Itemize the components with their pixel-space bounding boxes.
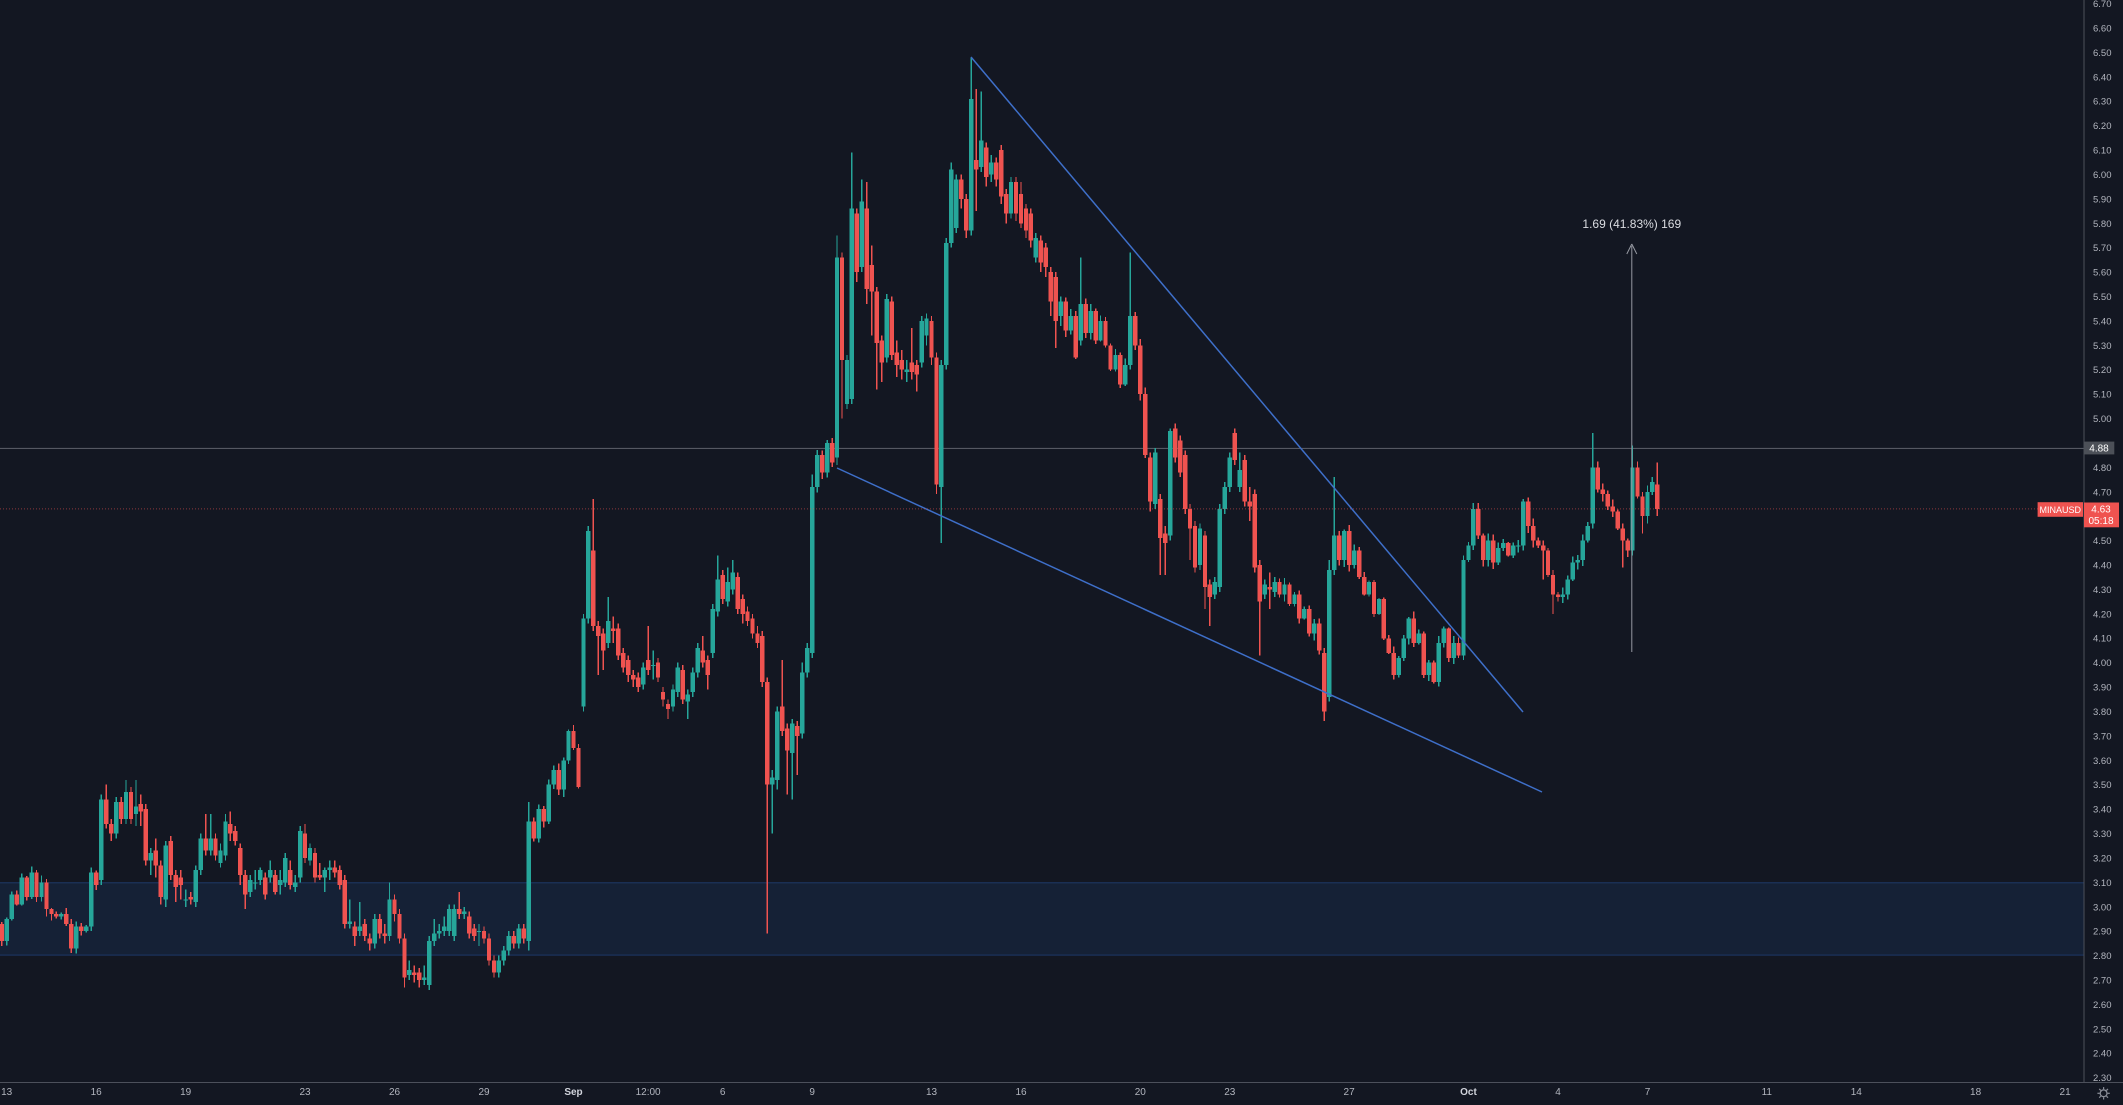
- svg-text:11: 11: [1762, 1087, 1773, 1098]
- svg-text:4: 4: [1555, 1087, 1561, 1098]
- svg-text:3.40: 3.40: [2093, 805, 2112, 816]
- svg-text:Oct: Oct: [1460, 1087, 1477, 1098]
- svg-text:3.90: 3.90: [2093, 683, 2112, 694]
- svg-text:2.30: 2.30: [2093, 1073, 2112, 1084]
- svg-text:2.80: 2.80: [2093, 951, 2112, 962]
- svg-text:23: 23: [1224, 1087, 1236, 1098]
- svg-text:20: 20: [1135, 1087, 1147, 1098]
- svg-text:1.69 (41.83%) 169: 1.69 (41.83%) 169: [1582, 217, 1681, 231]
- svg-text:23: 23: [299, 1087, 311, 1098]
- svg-text:Sep: Sep: [564, 1087, 582, 1098]
- svg-text:4.80: 4.80: [2093, 463, 2112, 474]
- svg-text:6.40: 6.40: [2093, 72, 2112, 83]
- svg-text:6: 6: [720, 1087, 726, 1098]
- svg-text:2.60: 2.60: [2093, 1000, 2112, 1011]
- svg-text:5.70: 5.70: [2093, 243, 2112, 254]
- svg-text:4.50: 4.50: [2093, 536, 2112, 547]
- svg-text:16: 16: [1015, 1087, 1027, 1098]
- svg-text:5.00: 5.00: [2093, 414, 2112, 425]
- svg-text:5.30: 5.30: [2093, 341, 2112, 352]
- svg-text:27: 27: [1344, 1087, 1356, 1098]
- svg-text:3.20: 3.20: [2093, 853, 2112, 864]
- svg-text:21: 21: [2060, 1087, 2072, 1098]
- svg-text:6.30: 6.30: [2093, 97, 2112, 108]
- svg-text:3.70: 3.70: [2093, 731, 2112, 742]
- svg-text:3.30: 3.30: [2093, 829, 2112, 840]
- svg-text:6.20: 6.20: [2093, 121, 2112, 132]
- svg-text:3.60: 3.60: [2093, 756, 2112, 767]
- svg-text:14: 14: [1851, 1087, 1863, 1098]
- svg-text:2.50: 2.50: [2093, 1024, 2112, 1035]
- svg-text:6.70: 6.70: [2093, 0, 2112, 10]
- svg-text:4.40: 4.40: [2093, 561, 2112, 572]
- svg-text:4.88: 4.88: [2089, 443, 2109, 454]
- svg-text:5.10: 5.10: [2093, 390, 2112, 401]
- svg-text:12:00: 12:00: [636, 1087, 661, 1098]
- svg-text:2.70: 2.70: [2093, 976, 2112, 987]
- svg-text:3.00: 3.00: [2093, 902, 2112, 913]
- svg-text:13: 13: [1, 1087, 13, 1098]
- svg-text:4.30: 4.30: [2093, 585, 2112, 596]
- svg-text:13: 13: [926, 1087, 938, 1098]
- svg-text:19: 19: [180, 1087, 192, 1098]
- svg-text:5.50: 5.50: [2093, 292, 2112, 303]
- svg-text:6.60: 6.60: [2093, 24, 2112, 35]
- svg-text:5.40: 5.40: [2093, 316, 2112, 327]
- svg-text:4.20: 4.20: [2093, 609, 2112, 620]
- svg-text:29: 29: [478, 1087, 490, 1098]
- svg-text:5.20: 5.20: [2093, 365, 2112, 376]
- svg-text:3.80: 3.80: [2093, 707, 2112, 718]
- svg-text:2.40: 2.40: [2093, 1049, 2112, 1060]
- svg-text:05:18: 05:18: [2088, 516, 2113, 527]
- svg-text:4.63: 4.63: [2091, 505, 2111, 516]
- svg-text:9: 9: [809, 1087, 815, 1098]
- svg-text:5.80: 5.80: [2093, 219, 2112, 230]
- svg-text:3.10: 3.10: [2093, 878, 2112, 889]
- svg-text:3.50: 3.50: [2093, 780, 2112, 791]
- svg-text:5.60: 5.60: [2093, 268, 2112, 279]
- svg-text:6.10: 6.10: [2093, 146, 2112, 157]
- svg-text:18: 18: [1970, 1087, 1982, 1098]
- svg-text:4.70: 4.70: [2093, 487, 2112, 498]
- svg-text:16: 16: [91, 1087, 103, 1098]
- svg-text:7: 7: [1645, 1087, 1651, 1098]
- svg-text:6.50: 6.50: [2093, 48, 2112, 59]
- svg-text:4.10: 4.10: [2093, 634, 2112, 645]
- svg-text:2.90: 2.90: [2093, 927, 2112, 938]
- svg-text:5.90: 5.90: [2093, 194, 2112, 205]
- svg-text:6.00: 6.00: [2093, 170, 2112, 181]
- svg-text:MINAUSD: MINAUSD: [2040, 505, 2082, 515]
- svg-text:4.00: 4.00: [2093, 658, 2112, 669]
- svg-text:26: 26: [389, 1087, 401, 1098]
